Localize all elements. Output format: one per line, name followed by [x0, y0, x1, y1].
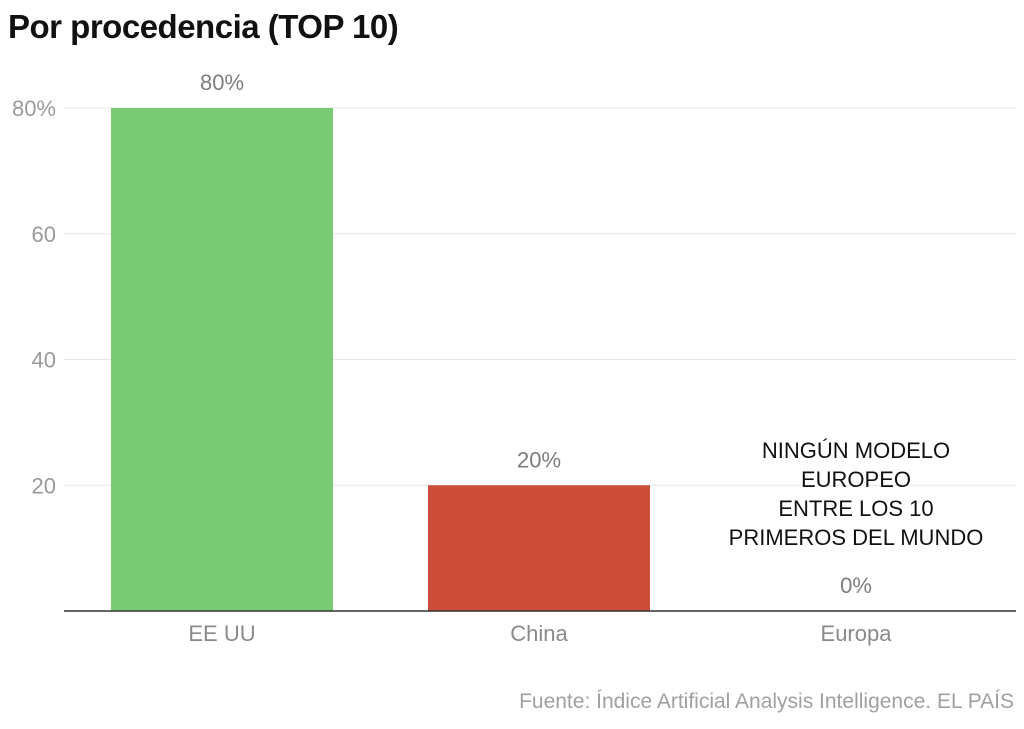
chart-annotation: NINGÚN MODELO EUROPEO ENTRE LOS 10 PRIMEROS… — [729, 438, 984, 550]
y-axis-ticks: 80% 60 40 20 — [12, 96, 56, 498]
value-labels: 80% 20% 0% — [200, 70, 872, 598]
value-label: 20% — [517, 447, 561, 472]
category-label: China — [510, 621, 568, 646]
bar-china — [428, 485, 650, 611]
y-tick-label: 80% — [12, 96, 56, 121]
annotation-line: NINGÚN MODELO — [762, 438, 950, 463]
bar-ee-uu — [111, 108, 333, 611]
chart-title: Por procedencia (TOP 10) — [8, 8, 399, 45]
source-note: Fuente: Índice Artificial Analysis Intel… — [519, 690, 1014, 713]
y-tick-label: 60 — [32, 222, 56, 247]
bars — [111, 108, 650, 611]
value-label: 80% — [200, 70, 244, 95]
category-labels: EE UU China Europa — [188, 621, 892, 646]
category-label: EE UU — [188, 621, 255, 646]
category-label: Europa — [821, 621, 893, 646]
annotation-line: ENTRE LOS 10 — [778, 496, 933, 521]
annotation-line: PRIMEROS DEL MUNDO — [729, 525, 984, 550]
value-label: 0% — [840, 573, 872, 598]
annotation-line: EUROPEO — [801, 467, 911, 492]
y-tick-label: 20 — [32, 473, 56, 498]
y-tick-label: 40 — [32, 348, 56, 373]
